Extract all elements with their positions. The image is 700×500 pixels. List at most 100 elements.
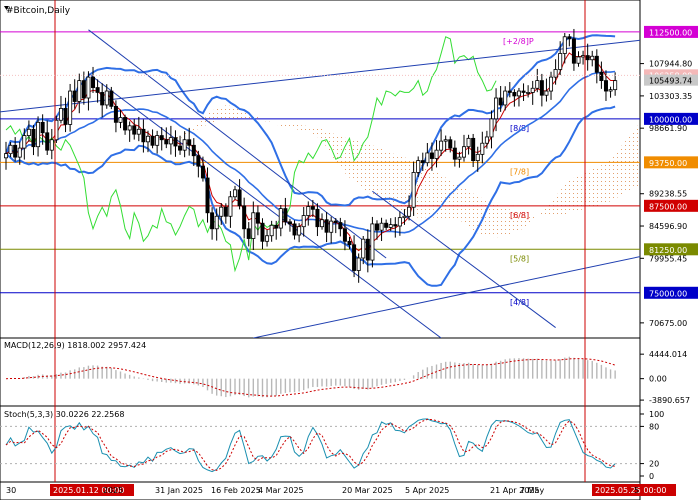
candle	[361, 238, 366, 259]
stoch-tick-label: 0	[649, 472, 654, 481]
x-tick-label: 30	[6, 486, 16, 495]
candle	[581, 55, 586, 58]
candle	[613, 80, 618, 91]
candle	[269, 224, 274, 237]
candle	[338, 222, 343, 230]
candle	[237, 189, 242, 207]
candle	[503, 90, 508, 106]
candle	[471, 137, 476, 162]
stoch-tick-label: 80	[649, 422, 659, 431]
candle	[301, 215, 306, 228]
time-marker-text: 2025.05.25 00:00	[595, 486, 666, 495]
y-tick-label: 70675.00	[649, 319, 687, 328]
x-tick-label: 31 Jan 2025	[155, 486, 203, 495]
candle	[558, 53, 563, 70]
candle	[576, 56, 581, 64]
x-tick-label: 7 May	[520, 486, 544, 495]
collapse-arrow-icon[interactable]	[4, 6, 9, 10]
murrey-level-label: [8/8]	[510, 124, 529, 133]
candle	[45, 132, 50, 151]
candle	[608, 89, 613, 92]
macd-tick-label: 4444.014	[649, 350, 687, 359]
candle	[40, 121, 45, 134]
candle	[86, 76, 91, 99]
candle	[63, 108, 68, 125]
candle	[374, 223, 379, 231]
x-tick-label: 5	[634, 486, 639, 495]
candle	[544, 90, 549, 96]
candle	[329, 220, 334, 233]
candle	[283, 208, 288, 223]
candle	[36, 121, 41, 148]
channel-line	[88, 73, 442, 338]
y-tick-label: 89238.55	[649, 190, 687, 199]
x-tick-label: 4 Mar 2025	[258, 486, 304, 495]
candle	[77, 80, 82, 102]
candle	[210, 212, 215, 230]
candle	[333, 220, 338, 223]
candle	[443, 139, 448, 142]
murrey-level-label: [4/8]	[510, 298, 529, 307]
candle	[590, 55, 595, 61]
candle	[17, 147, 22, 158]
candle	[526, 92, 531, 94]
candle	[420, 160, 425, 164]
chart-title: #Bitcoin,Daily	[6, 6, 71, 16]
time-marker	[50, 484, 134, 496]
bollinger-lower	[5, 105, 616, 287]
candle	[365, 238, 370, 261]
macd-signal-line	[5, 358, 616, 397]
candle	[8, 144, 13, 155]
candle	[4, 153, 9, 159]
candle	[320, 219, 325, 228]
candle	[407, 206, 412, 217]
candle	[530, 87, 535, 93]
candle	[223, 206, 228, 217]
murrey-level-label: [6/8]	[510, 211, 529, 220]
candle	[384, 222, 389, 228]
candle	[494, 97, 499, 120]
candle	[113, 105, 118, 123]
candle	[539, 80, 544, 96]
candle	[370, 223, 375, 261]
stoch-k-line	[5, 418, 616, 473]
candle	[310, 206, 315, 210]
price-tag	[644, 25, 698, 38]
candle	[159, 135, 164, 141]
candle	[429, 152, 434, 159]
candle	[393, 224, 398, 227]
candle	[567, 36, 572, 40]
candle	[100, 92, 105, 106]
candle	[411, 172, 416, 208]
candle	[173, 137, 178, 147]
candle	[507, 90, 512, 93]
price-panel	[0, 0, 641, 339]
candle	[599, 71, 604, 82]
y-tick-label: 79955.45	[649, 254, 687, 263]
price-tag	[644, 74, 698, 86]
stoch-tick-label: 20	[649, 460, 659, 469]
candle	[457, 156, 462, 160]
candle	[104, 90, 109, 106]
price-tag-text: 93750.00	[649, 159, 687, 168]
candle	[145, 135, 150, 143]
candle	[356, 257, 361, 271]
candle	[397, 217, 402, 227]
candle	[255, 212, 260, 224]
price-tag-text: 81250.00	[649, 246, 687, 255]
ichimoku-cloud	[125, 105, 639, 238]
bollinger-middle	[5, 70, 616, 234]
y-tick-label: 107944.80	[649, 60, 692, 69]
candle	[265, 235, 270, 242]
candle	[388, 224, 393, 228]
price-tag	[644, 156, 698, 169]
x-tick-label: 2025	[103, 486, 123, 495]
candle	[136, 128, 141, 135]
candle	[22, 135, 27, 149]
candle	[164, 139, 169, 145]
murrey-level-label: [5/8]	[510, 254, 529, 263]
candle	[512, 92, 517, 97]
candle	[489, 118, 494, 138]
